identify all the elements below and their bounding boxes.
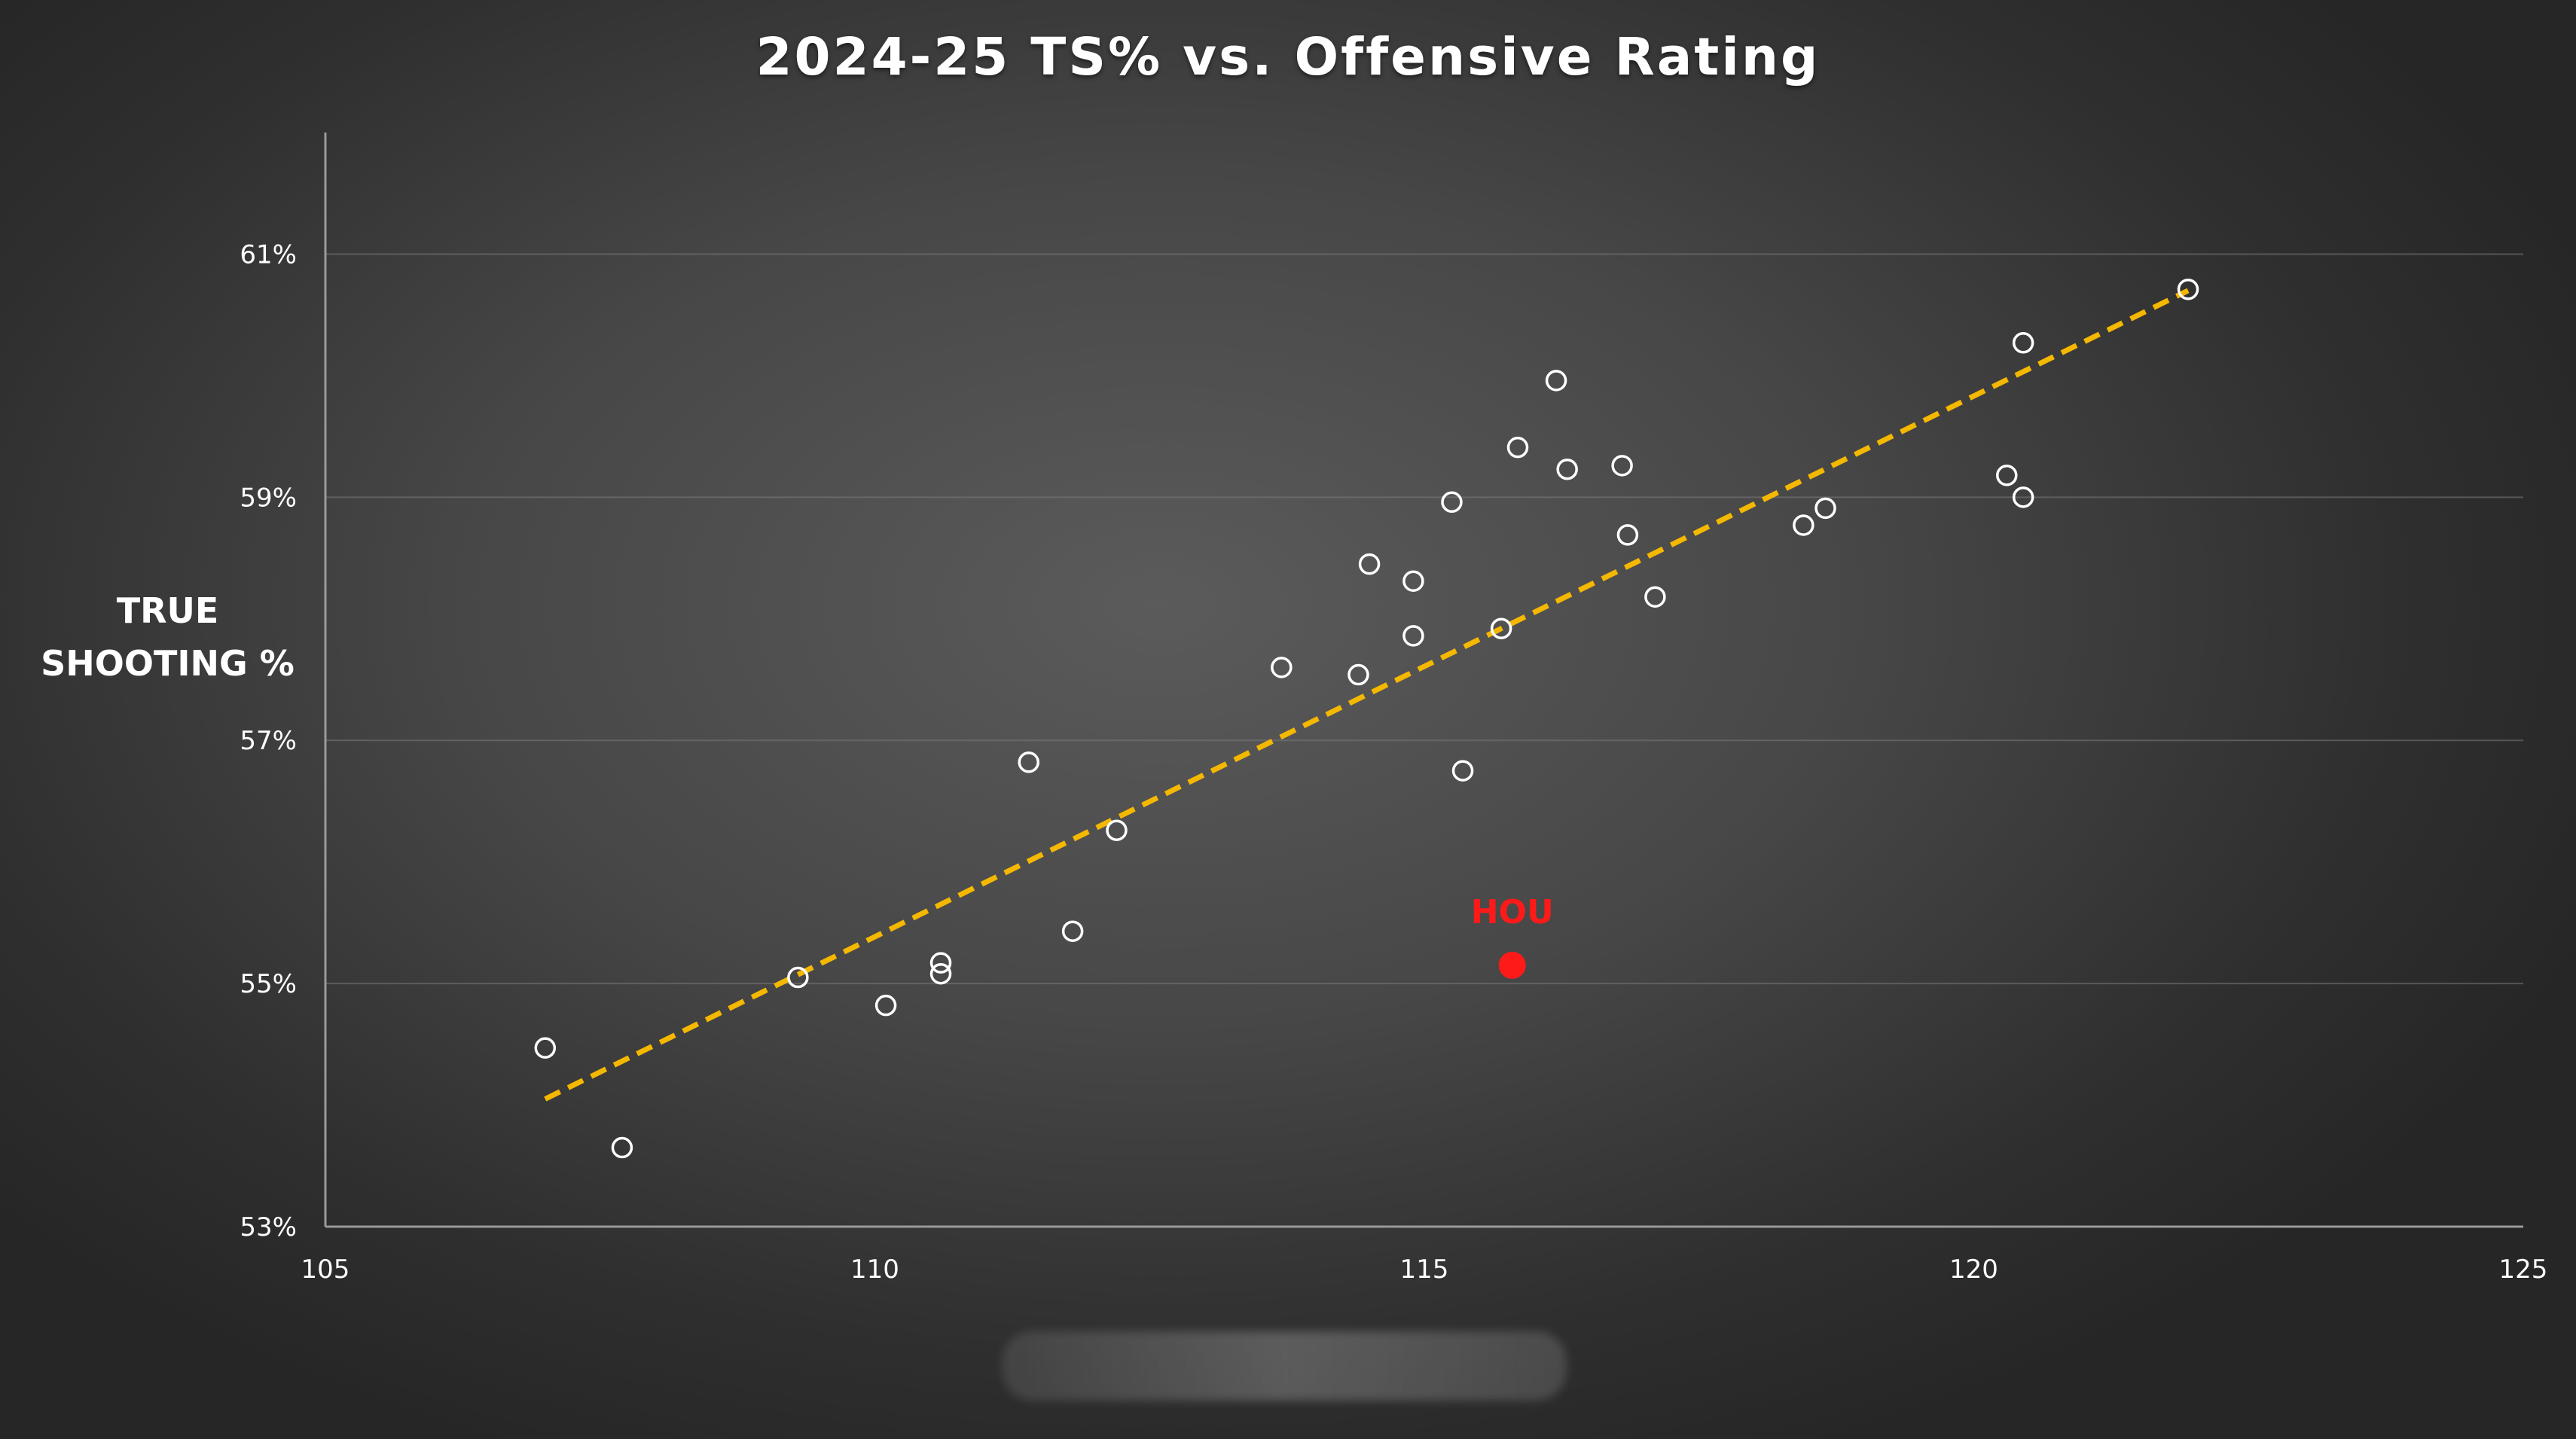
data-point-0 bbox=[534, 1037, 557, 1059]
x-tick-label-0: 105 bbox=[301, 1255, 350, 1285]
data-point-26 bbox=[2012, 332, 2034, 354]
data-point-12 bbox=[1402, 570, 1424, 592]
x-tick-label-2: 115 bbox=[1400, 1255, 1449, 1285]
tick-labels: 53% 55% 57% 59% 61% 105 110 115 120 125 bbox=[240, 239, 2547, 1285]
y-tick-label-0: 53% bbox=[240, 1212, 297, 1242]
data-point-25 bbox=[1996, 465, 2018, 486]
data-point-23 bbox=[1793, 514, 1814, 536]
y-tick-label-1: 55% bbox=[240, 969, 297, 999]
y-tick-label-2: 57% bbox=[240, 726, 297, 756]
highlight-label-hou: HOU bbox=[1471, 893, 1554, 931]
y-axis-label-line-2: SHOOTING % bbox=[41, 643, 295, 684]
y-axis-label: TRUE SHOOTING % bbox=[30, 584, 305, 690]
trendline-layer bbox=[544, 288, 2190, 1102]
y-tick-label-4: 61% bbox=[240, 239, 297, 270]
data-point-16 bbox=[1490, 617, 1512, 639]
gridlines bbox=[325, 253, 2523, 985]
data-point-27 bbox=[2012, 486, 2034, 508]
x-tick-label-3: 120 bbox=[1949, 1255, 1998, 1285]
y-tick-label-3: 59% bbox=[240, 483, 297, 513]
data-point-3 bbox=[874, 994, 897, 1017]
data-point-19 bbox=[1556, 458, 1578, 480]
watermark bbox=[1002, 1331, 1567, 1401]
data-point-2 bbox=[787, 966, 809, 989]
data-point-9 bbox=[1271, 657, 1293, 678]
data-point-20 bbox=[1611, 455, 1633, 477]
data-point-22 bbox=[1644, 586, 1666, 608]
data-point-28 bbox=[2177, 279, 2199, 300]
data-point-17 bbox=[1506, 436, 1529, 459]
data-point-1 bbox=[611, 1136, 633, 1159]
y-axis-label-line-1: TRUE bbox=[116, 590, 219, 631]
data-point-10 bbox=[1348, 663, 1369, 686]
data-point-8 bbox=[1106, 819, 1128, 841]
x-tick-label-1: 110 bbox=[850, 1255, 899, 1285]
data-point-15 bbox=[1451, 760, 1474, 782]
x-tick-label-4: 125 bbox=[2499, 1255, 2548, 1285]
data-point-4 bbox=[929, 952, 952, 974]
data-point-14 bbox=[1441, 491, 1463, 514]
data-point-5 bbox=[929, 962, 952, 985]
data-point-13 bbox=[1402, 625, 1424, 647]
data-point-7 bbox=[1061, 920, 1084, 942]
data-points bbox=[534, 279, 2199, 1159]
highlight-layer: HOU bbox=[1471, 893, 1554, 979]
data-point-24 bbox=[1814, 497, 1836, 520]
highlight-point-hou bbox=[1498, 951, 1526, 979]
data-point-18 bbox=[1545, 370, 1567, 392]
chart-title: 2024-25 TS% vs. Offensive Rating bbox=[755, 27, 1821, 87]
data-point-21 bbox=[1616, 524, 1639, 546]
trendline bbox=[544, 288, 2190, 1102]
data-point-11 bbox=[1358, 553, 1381, 575]
data-point-6 bbox=[1018, 752, 1040, 773]
axes bbox=[324, 133, 2523, 1228]
